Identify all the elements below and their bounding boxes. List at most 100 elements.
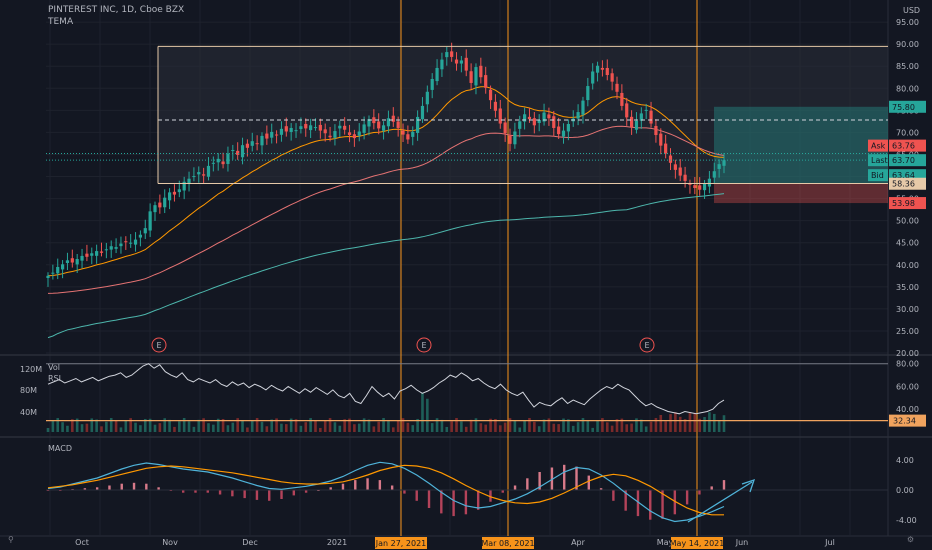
volume-tick: 120M (20, 365, 42, 374)
candle-body (683, 174, 687, 181)
volume-bar (168, 419, 171, 432)
time-axis[interactable]: Oct Nov Dec 2021 Apr May Jun Jul Jan 27, 2021 Mar… (75, 537, 835, 549)
time-highlight-label: Jan 27, 2021 (375, 539, 427, 548)
earnings-marker (639, 337, 655, 353)
candle-body (557, 126, 561, 135)
volume-bar (674, 412, 677, 432)
volume-bar (46, 428, 50, 432)
macd-hist-bar (403, 490, 406, 494)
volume-bar (396, 420, 400, 432)
volume-bar (416, 418, 419, 432)
candle-body (192, 176, 196, 178)
macd-hist-bar (452, 490, 455, 517)
candle-body (294, 130, 298, 132)
volume-tick: 80M (20, 386, 37, 395)
volume-bar (605, 422, 609, 432)
candle-body (605, 67, 609, 76)
candle-body (712, 171, 716, 178)
volume-bar (319, 427, 322, 432)
candle-body (625, 103, 629, 118)
candle-body (377, 121, 381, 129)
candle-body (362, 124, 366, 133)
candle-body (717, 164, 721, 169)
volume-bar (289, 418, 293, 432)
macd-hist-bar (194, 490, 197, 493)
volume-bar (134, 422, 137, 432)
candle-body (85, 253, 89, 257)
volume-bar (56, 418, 60, 432)
volume-bar (591, 427, 594, 432)
price-tick: 90.00 (896, 40, 919, 49)
indicator-title[interactable]: TEMA (48, 17, 74, 27)
volume-bar (192, 426, 196, 432)
time-highlight-badge (482, 537, 534, 549)
candle-body (240, 145, 245, 158)
macd-hist-bar (464, 490, 468, 515)
zoom-icon[interactable]: ⚲ (8, 535, 14, 544)
candle-body (284, 126, 288, 132)
volume-bar (231, 422, 235, 432)
price-tick: 30.00 (896, 305, 919, 314)
volume-bar (649, 421, 653, 432)
candle-body (445, 52, 449, 58)
candle-body (133, 239, 138, 245)
candle-body (581, 100, 585, 115)
candle-body (420, 105, 425, 120)
candle-body (688, 183, 692, 185)
candle-body (318, 124, 322, 131)
candle-body (333, 131, 337, 138)
volume-bar (644, 426, 648, 432)
volume-bar (683, 419, 687, 432)
candle-body (260, 135, 264, 146)
candle-body (114, 247, 118, 249)
candle-body (391, 115, 395, 122)
settings-icon[interactable]: ⚙ (906, 535, 914, 544)
candle-body (109, 246, 113, 250)
volume-bar (640, 419, 643, 432)
volume-bar (518, 427, 522, 432)
price-tick: 25.00 (896, 327, 919, 336)
macd-hist-bar (636, 490, 640, 517)
ma-line (47, 193, 725, 339)
bid-badge-value: 63.64 (892, 171, 915, 180)
macd-hist-bar (378, 480, 382, 490)
candle-body (352, 134, 356, 139)
candle-body (90, 253, 94, 256)
symbol-title[interactable]: PINTEREST INC, 1D, Cboe BZX (48, 5, 185, 15)
volume-bar (100, 426, 103, 432)
macd-hist-bar (145, 483, 148, 490)
volume-bar (430, 423, 434, 432)
macd-series (47, 461, 725, 523)
volume-bar (372, 426, 376, 432)
volume-bar (654, 418, 658, 432)
time-highlight-badge (375, 537, 427, 549)
macd-hist-bar (268, 490, 271, 501)
volume-bar (479, 423, 483, 432)
long-position-loss-zone[interactable] (714, 183, 888, 204)
candle-body (474, 67, 478, 86)
candle-body (498, 108, 502, 124)
candle-body (547, 114, 551, 119)
volume-bar (523, 420, 526, 432)
volume-bar (124, 420, 128, 432)
volume-bar (275, 418, 278, 432)
candle-body (226, 153, 230, 164)
candle-body (70, 258, 74, 263)
candle-body (586, 86, 590, 101)
candle-body (56, 266, 60, 274)
channel-lines[interactable] (46, 45, 888, 185)
volume-bar (260, 421, 264, 432)
macd-trend-arrow[interactable] (687, 478, 756, 523)
long-position-profit-zone[interactable] (714, 106, 888, 184)
volume-bar (601, 418, 604, 432)
volume-bar (153, 424, 157, 432)
price-tick: 80.00 (896, 84, 919, 93)
price-tick: 35.00 (896, 283, 919, 292)
price-channel-box[interactable] (158, 46, 888, 184)
volume-bar (250, 420, 254, 432)
macd-hist-bar (501, 490, 504, 493)
volume-bar (498, 425, 502, 432)
